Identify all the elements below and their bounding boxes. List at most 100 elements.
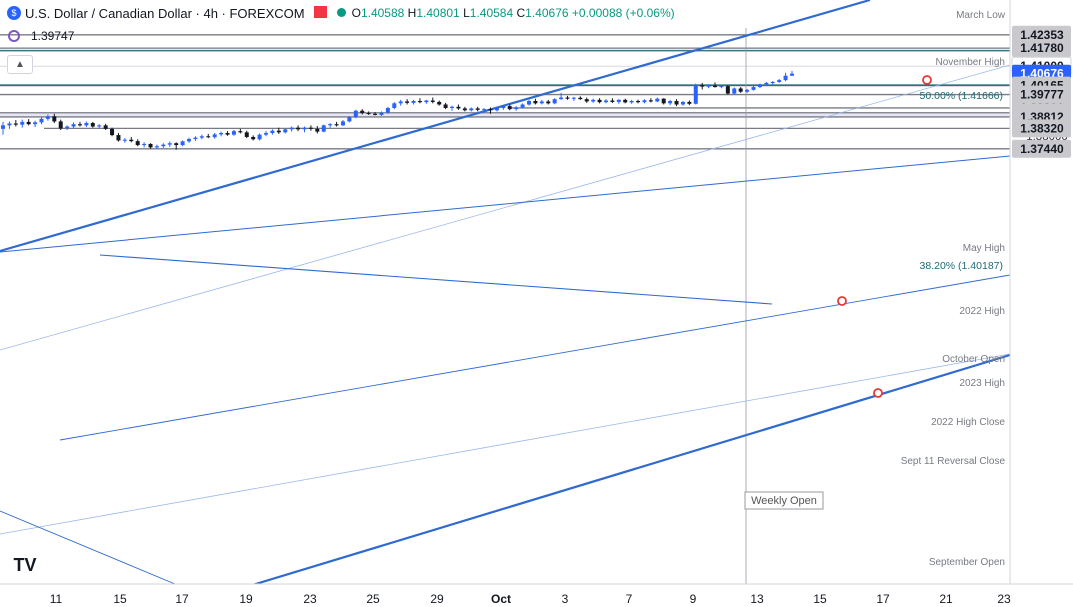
candle-body [13, 123, 18, 125]
low-value: 1.40584 [469, 6, 514, 20]
candle-body [584, 99, 589, 102]
candle-body [20, 121, 25, 125]
candle-body [527, 101, 531, 105]
channel-line [0, 510, 176, 585]
close-value: 1.40676 [525, 6, 569, 20]
candle-body [193, 137, 198, 140]
price-label: 1.42353 [1020, 28, 1064, 42]
x-tick-label: 7 [626, 592, 633, 606]
level-label: March Low [956, 10, 1006, 21]
candle-body [680, 101, 685, 105]
x-tick-label: 19 [239, 592, 253, 606]
candle-body [225, 133, 230, 135]
candle-body [713, 85, 718, 88]
candle-body [283, 129, 288, 133]
x-tick-label: 29 [430, 592, 444, 606]
candle-body [507, 106, 512, 110]
indicator-value: 1.39747 [31, 29, 75, 43]
symbol-header: $ U.S. Dollar / Canadian Dollar · 4h · F… [0, 0, 1010, 28]
candle-body [783, 75, 788, 81]
candle-body [603, 100, 608, 103]
price-label: 1.39777 [1020, 88, 1064, 102]
level-label: October Open [942, 354, 1005, 365]
candle-body [212, 134, 217, 138]
candle-body [565, 97, 570, 99]
candle-body [777, 80, 782, 82]
candle-body [180, 141, 185, 146]
x-tick-label: 15 [113, 592, 127, 606]
candle-body [257, 134, 262, 140]
target-marker [837, 296, 847, 306]
x-tick-label: 17 [876, 592, 890, 606]
high-value: 1.40801 [416, 6, 460, 20]
candle-body [199, 136, 204, 138]
indicator-legend[interactable]: 1.39747 [8, 29, 74, 43]
channel-line [0, 353, 1011, 535]
flag-icon[interactable] [313, 6, 327, 18]
candle-body [430, 100, 435, 102]
indicator-icon [8, 30, 20, 42]
time-axis-bg [0, 584, 1073, 607]
candle-body [514, 107, 519, 110]
candle-body [443, 104, 448, 108]
level-label: Sept 11 Reversal Close [901, 456, 1006, 467]
candle-body [629, 101, 634, 103]
candle-body [539, 101, 544, 104]
candle-body [52, 116, 57, 122]
candle-body [238, 131, 243, 133]
price-label: 1.41780 [1020, 41, 1064, 55]
candle-body [732, 88, 737, 94]
candle-body [597, 99, 602, 103]
candle-body [533, 101, 538, 104]
candle-body [353, 110, 358, 118]
candle-body [636, 101, 641, 103]
candle-body [745, 89, 750, 92]
x-tick-label: Oct [491, 592, 511, 606]
candle-body [366, 113, 371, 115]
candle-body [39, 118, 44, 123]
x-tick-label: 21 [939, 592, 953, 606]
resistance-zone-2023 [0, 112, 1010, 117]
fib-label: 38.20% (1.40187) [920, 260, 1003, 272]
symbol-title[interactable]: U.S. Dollar / Canadian Dollar · 4h · FOR… [25, 5, 305, 21]
candle-body [360, 110, 365, 114]
price-label: 1.38320 [1020, 121, 1064, 135]
candle-body [616, 99, 621, 102]
candle-body [340, 121, 345, 126]
candle-body [475, 108, 480, 110]
price-label-bg [1012, 39, 1071, 58]
candle-body [296, 127, 301, 130]
candle-body [244, 132, 249, 137]
candle-body [578, 97, 583, 100]
candle-body [97, 125, 102, 127]
candle-body [135, 141, 140, 146]
candle-body [1, 125, 5, 129]
open-value: 1.40588 [360, 6, 405, 20]
candle-body [90, 123, 95, 127]
candle-body [103, 125, 108, 129]
level-label: 2023 High [959, 378, 1005, 389]
candle-body [546, 101, 551, 104]
candle-body [129, 139, 134, 142]
x-tick-label: 3 [562, 592, 569, 606]
candle-body [764, 82, 769, 85]
candle-body [251, 136, 256, 140]
candle-body [206, 136, 211, 138]
candle-body [725, 86, 730, 94]
price-label: 1.37440 [1020, 142, 1064, 156]
candle-body [270, 130, 275, 134]
candle-body [411, 101, 416, 103]
candle-body [700, 85, 705, 87]
currency-flag-icon: $ [7, 6, 21, 20]
x-tick-label: 11 [50, 592, 63, 606]
channel-line [59, 274, 1011, 441]
candle-body [661, 98, 666, 104]
collapse-legend-button[interactable]: ▲ [7, 55, 33, 74]
x-tick-label: 13 [750, 592, 764, 606]
watermark-logo: TV [13, 555, 36, 575]
level-label: May High [963, 243, 1005, 254]
candle-body [642, 100, 647, 103]
candle-body [751, 87, 756, 90]
